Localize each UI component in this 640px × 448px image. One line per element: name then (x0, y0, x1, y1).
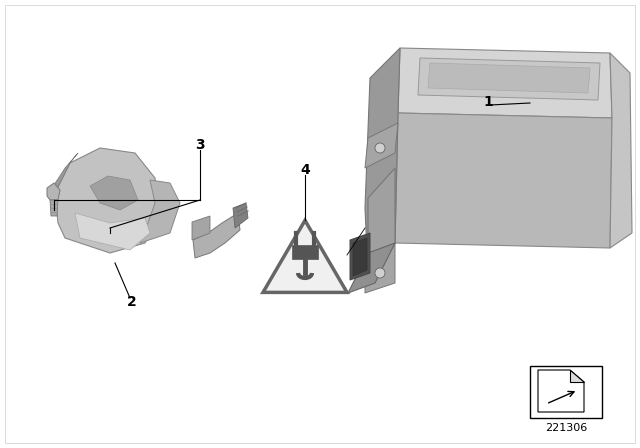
Text: 221306: 221306 (545, 423, 587, 433)
Polygon shape (263, 220, 347, 293)
Polygon shape (610, 53, 632, 248)
Text: 4: 4 (300, 163, 310, 177)
Polygon shape (365, 123, 398, 168)
Polygon shape (353, 238, 367, 276)
Circle shape (375, 268, 385, 278)
Circle shape (375, 143, 385, 153)
Polygon shape (55, 148, 160, 253)
Polygon shape (418, 58, 600, 100)
Polygon shape (368, 168, 395, 273)
Polygon shape (47, 183, 60, 200)
Polygon shape (428, 63, 590, 93)
Text: 3: 3 (195, 138, 205, 152)
Polygon shape (193, 213, 240, 258)
Polygon shape (570, 370, 584, 382)
Polygon shape (292, 245, 318, 259)
Polygon shape (52, 153, 78, 193)
Polygon shape (365, 48, 400, 273)
Text: 1: 1 (483, 95, 493, 109)
Polygon shape (192, 216, 210, 240)
Polygon shape (348, 243, 395, 293)
Polygon shape (395, 113, 612, 248)
Polygon shape (365, 243, 395, 293)
Polygon shape (398, 48, 612, 118)
Bar (530, 366, 602, 418)
Polygon shape (90, 176, 138, 210)
Polygon shape (350, 233, 370, 280)
Polygon shape (233, 203, 248, 228)
Text: 2: 2 (127, 295, 137, 309)
Polygon shape (50, 200, 58, 216)
Polygon shape (538, 370, 584, 412)
Polygon shape (140, 180, 180, 243)
Polygon shape (75, 213, 150, 250)
